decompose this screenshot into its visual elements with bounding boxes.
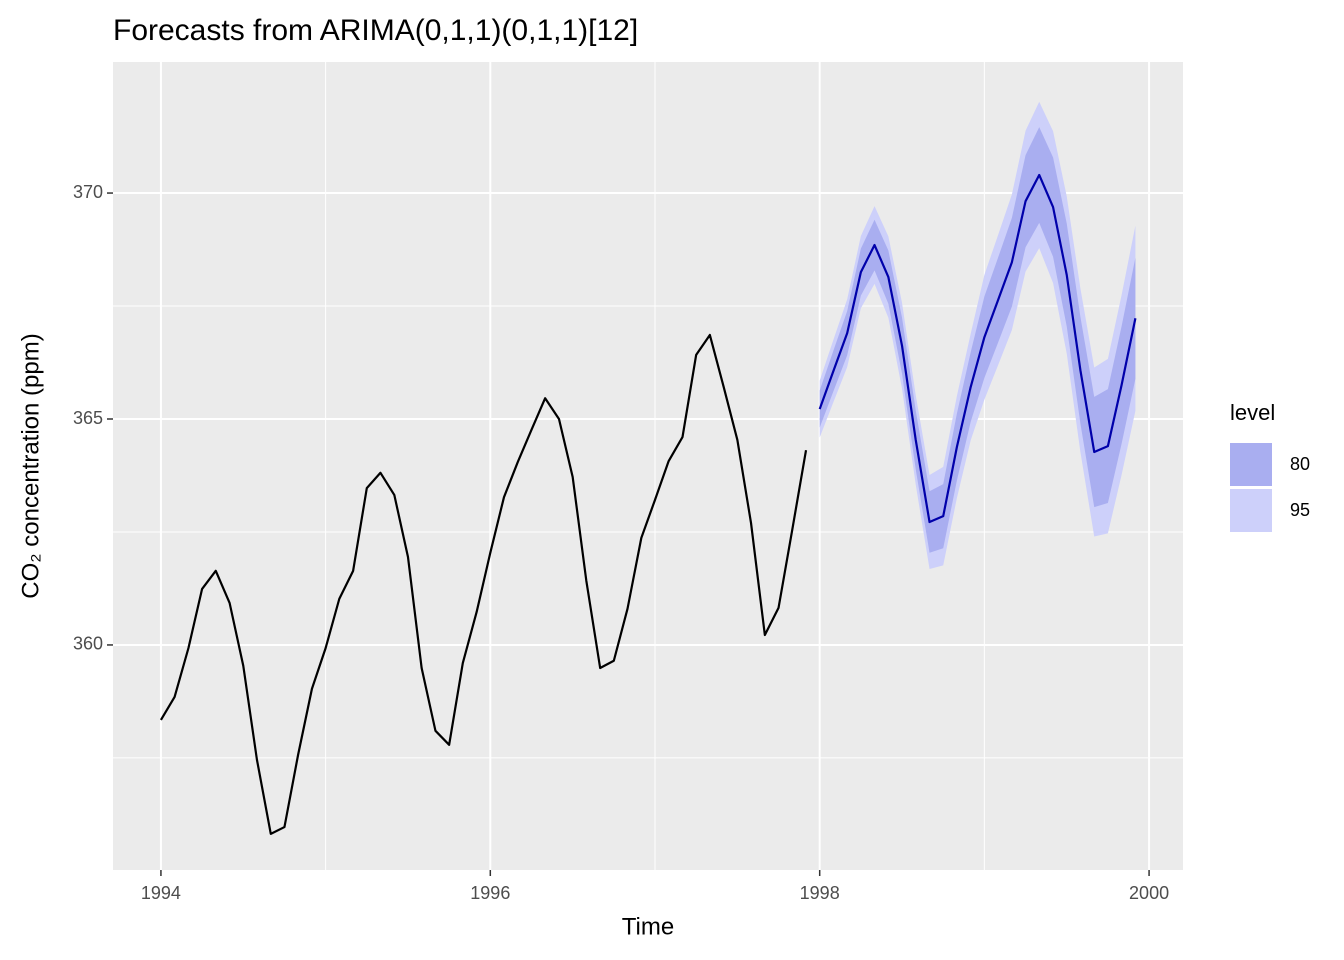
y-tick-label: 360 — [73, 634, 103, 654]
series-line — [818, 173, 1137, 524]
series-line — [159, 333, 808, 835]
x-tick-label: 2000 — [1129, 883, 1169, 903]
x-tick-label: 1996 — [470, 883, 510, 903]
x-axis-label: Time — [622, 913, 674, 940]
legend-key — [1230, 489, 1272, 532]
legend-title: level — [1230, 400, 1275, 425]
y-tick-label: 370 — [73, 182, 103, 202]
y-axis-label: CO₂ concentration (ppm) — [17, 333, 44, 598]
y-tick-label: 365 — [73, 408, 103, 428]
x-tick-label: 1994 — [141, 883, 181, 903]
chart-title: Forecasts from ARIMA(0,1,1)(0,1,1)[12] — [113, 14, 638, 47]
legend-label: 95 — [1290, 500, 1310, 520]
legend-label: 80 — [1290, 454, 1310, 474]
panel — [113, 62, 1183, 870]
interval-band — [819, 127, 1136, 553]
legend-key — [1230, 443, 1272, 486]
x-tick-label: 1998 — [800, 883, 840, 903]
